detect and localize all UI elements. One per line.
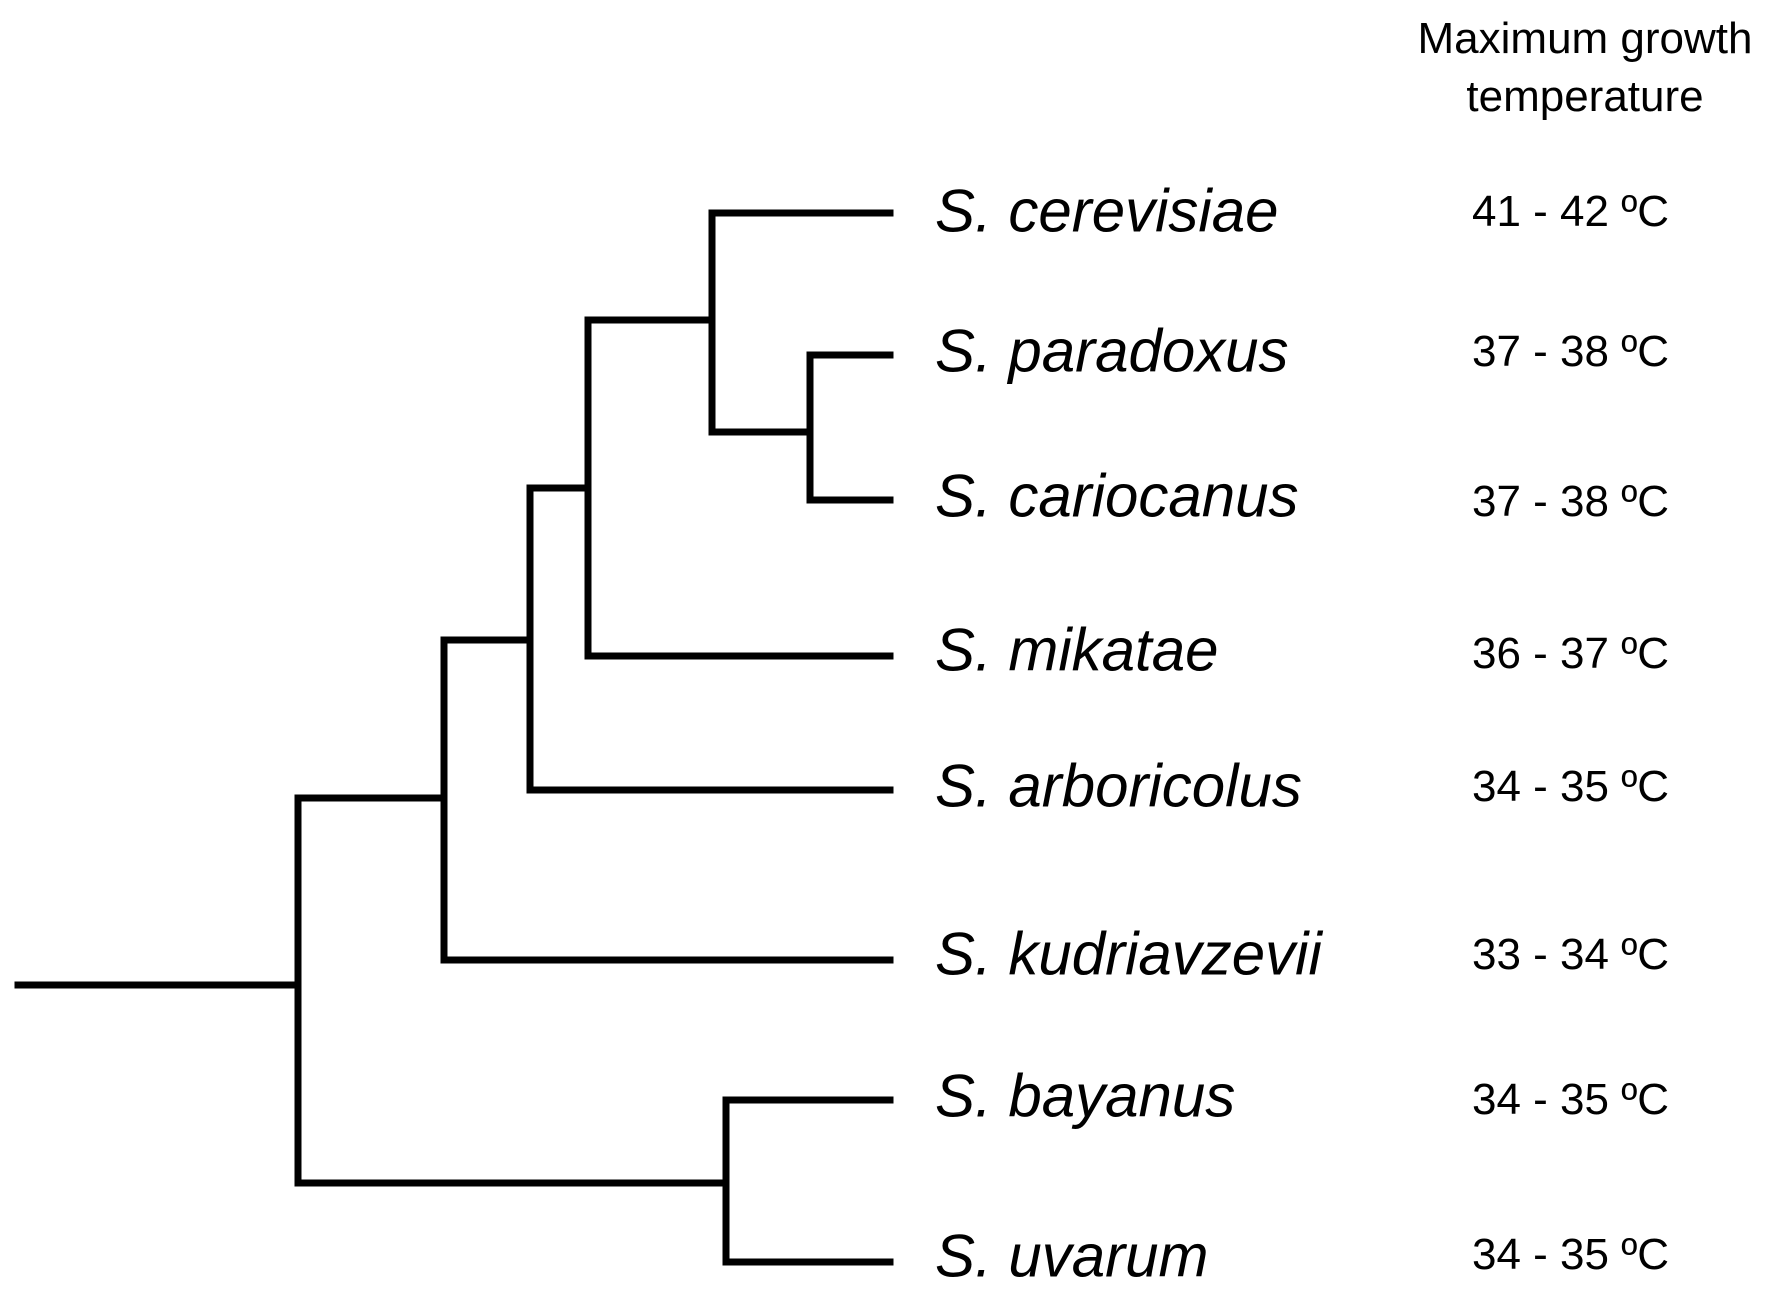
column-header: Maximum growth temperature [1380, 10, 1778, 126]
species-label: S. bayanus [935, 1062, 1236, 1130]
species-label: S. paradoxus [935, 317, 1289, 385]
column-header-line1: Maximum growth [1417, 14, 1753, 63]
temperature-label: 36 - 37 ºC [1472, 629, 1670, 678]
species-label: S. kudriavzevii [935, 920, 1322, 988]
species-label: S. arboricolus [935, 752, 1302, 820]
species-label: S. mikatae [935, 616, 1219, 684]
temperature-label: 34 - 35 ºC [1472, 1075, 1670, 1124]
temperature-label: 34 - 35 ºC [1472, 762, 1670, 811]
temperature-label: 33 - 34 ºC [1472, 930, 1670, 979]
species-label: S. uvarum [935, 1222, 1209, 1290]
temperature-label: 34 - 35 ºC [1472, 1230, 1670, 1279]
temperature-label: 37 - 38 ºC [1472, 327, 1670, 376]
temperature-label: 41 - 42 ºC [1472, 187, 1670, 236]
column-header-line2: temperature [1466, 72, 1704, 121]
temperature-label: 37 - 38 ºC [1472, 477, 1670, 526]
species-label: S. cerevisiae [935, 177, 1279, 245]
species-label: S. cariocanus [935, 462, 1299, 530]
